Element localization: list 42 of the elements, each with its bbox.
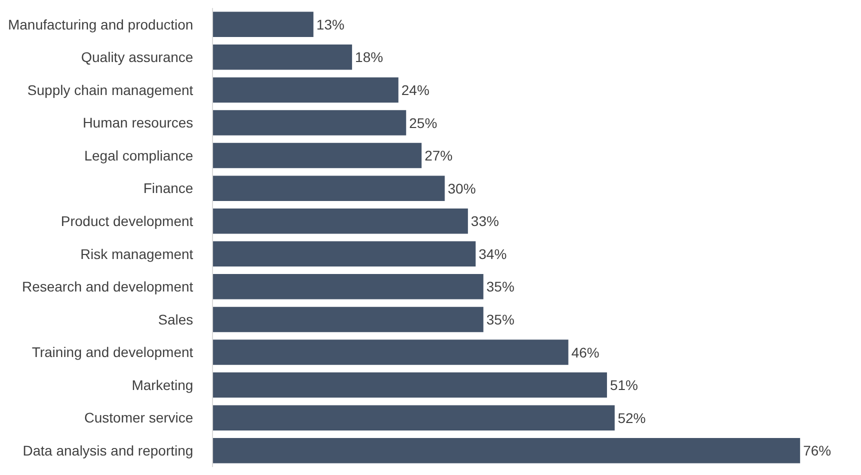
data-label: 30% bbox=[448, 180, 476, 196]
y-tick-label: Data analysis and reporting bbox=[22, 442, 194, 459]
data-label: 27% bbox=[424, 148, 453, 164]
y-tick-label: Manufacturing and production bbox=[8, 16, 194, 32]
data-label: 51% bbox=[610, 377, 638, 394]
bar bbox=[213, 241, 476, 267]
bar bbox=[213, 208, 468, 234]
data-label: 25% bbox=[409, 114, 438, 131]
data-label: 46% bbox=[571, 344, 600, 360]
data-label: 24% bbox=[401, 82, 430, 98]
data-label: 76% bbox=[803, 442, 832, 459]
y-tick-label: Finance bbox=[143, 180, 194, 196]
data-label: 35% bbox=[486, 278, 514, 295]
data-label: 33% bbox=[470, 213, 499, 230]
bar bbox=[213, 176, 445, 201]
bar bbox=[213, 12, 314, 38]
data-label: 13% bbox=[316, 16, 344, 32]
data-label: 35% bbox=[486, 311, 514, 328]
y-tick-label: Supply chain management bbox=[27, 82, 194, 98]
data-label: 18% bbox=[355, 49, 384, 66]
y-tick-label: Legal compliance bbox=[84, 147, 194, 164]
bar bbox=[213, 306, 484, 332]
y-tick-label: Research and development bbox=[22, 278, 194, 295]
bar bbox=[213, 340, 568, 365]
bar bbox=[213, 438, 800, 464]
data-label: 34% bbox=[478, 246, 507, 262]
y-tick-label: Training and development bbox=[32, 344, 194, 360]
bar bbox=[213, 110, 406, 136]
y-tick-label: Marketing bbox=[132, 376, 194, 393]
data-label: 52% bbox=[618, 410, 646, 426]
y-tick-label: Customer service bbox=[84, 410, 194, 426]
y-tick-label: Human resources bbox=[82, 114, 194, 131]
y-tick-label: Risk management bbox=[80, 246, 194, 262]
bar bbox=[213, 405, 615, 430]
bar bbox=[213, 44, 352, 70]
bar bbox=[213, 274, 484, 300]
y-tick-label: Product development bbox=[60, 213, 194, 230]
bar bbox=[213, 142, 422, 168]
bar bbox=[213, 77, 398, 103]
y-tick-label: Sales bbox=[158, 311, 194, 328]
bar bbox=[213, 372, 607, 398]
y-tick-label: Quality assurance bbox=[81, 49, 194, 66]
